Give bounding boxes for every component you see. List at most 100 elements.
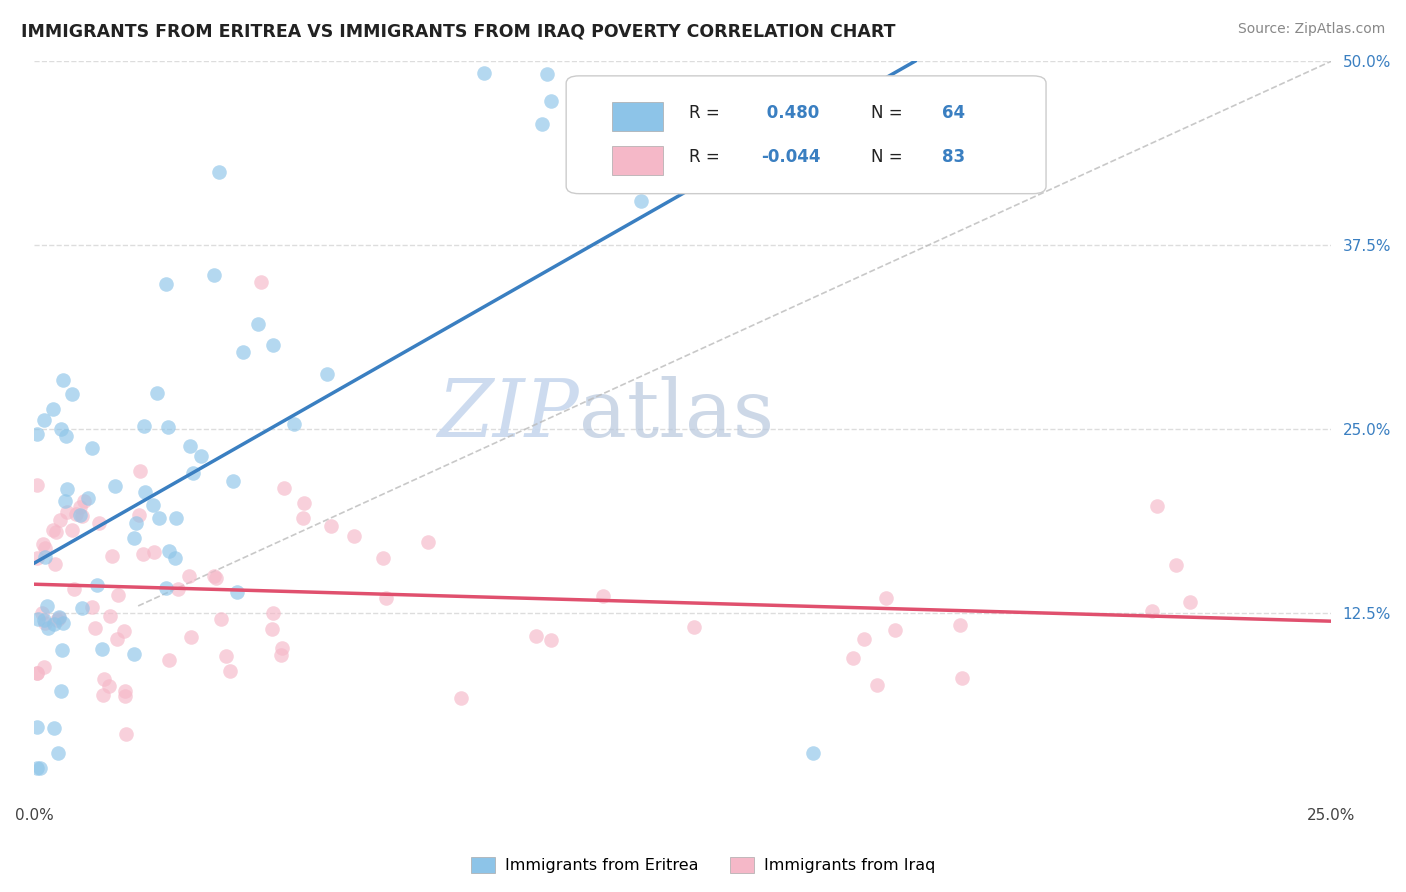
Point bbox=[342, 529, 364, 543]
Point bbox=[209, 612, 232, 626]
Text: 0.480: 0.480 bbox=[761, 103, 818, 121]
Point bbox=[82, 599, 104, 614]
Point bbox=[1146, 499, 1168, 513]
Point bbox=[262, 607, 284, 621]
Point bbox=[25, 665, 48, 680]
Point bbox=[165, 510, 187, 524]
Point bbox=[226, 584, 249, 599]
Text: ZIP: ZIP bbox=[437, 376, 579, 453]
Text: IMMIGRANTS FROM ERITREA VS IMMIGRANTS FROM IRAQ POVERTY CORRELATION CHART: IMMIGRANTS FROM ERITREA VS IMMIGRANTS FR… bbox=[21, 22, 896, 40]
Point bbox=[249, 275, 271, 289]
Point bbox=[142, 545, 165, 559]
Point bbox=[1142, 603, 1164, 617]
Point bbox=[46, 746, 69, 760]
Point bbox=[374, 591, 396, 605]
Point bbox=[42, 401, 65, 416]
Point bbox=[247, 317, 270, 331]
Point bbox=[1164, 558, 1187, 572]
Point bbox=[122, 648, 145, 662]
Point bbox=[32, 537, 55, 551]
Point bbox=[148, 511, 170, 525]
FancyBboxPatch shape bbox=[567, 76, 1046, 194]
Point bbox=[163, 551, 186, 566]
Point bbox=[63, 582, 86, 596]
Point bbox=[70, 509, 93, 524]
Point bbox=[31, 606, 53, 620]
Point bbox=[70, 601, 93, 615]
Point bbox=[65, 507, 87, 521]
Point bbox=[76, 491, 98, 506]
Point bbox=[156, 420, 179, 434]
Point bbox=[105, 632, 128, 647]
Point bbox=[373, 551, 395, 566]
Point bbox=[450, 690, 472, 705]
Point bbox=[262, 338, 284, 352]
Point bbox=[208, 165, 231, 179]
Point bbox=[37, 599, 59, 613]
Point bbox=[273, 481, 295, 495]
Point bbox=[101, 549, 124, 563]
Point bbox=[55, 429, 77, 443]
Point bbox=[292, 496, 315, 510]
Point bbox=[98, 609, 121, 624]
Legend: Immigrants from Eritrea, Immigrants from Iraq: Immigrants from Eritrea, Immigrants from… bbox=[464, 850, 942, 880]
Point bbox=[97, 679, 120, 693]
Point bbox=[853, 632, 876, 646]
Bar bbox=[612, 102, 664, 131]
Point bbox=[112, 624, 135, 639]
Point bbox=[167, 582, 190, 597]
Point bbox=[142, 498, 165, 512]
Point bbox=[950, 672, 973, 686]
Point bbox=[114, 726, 136, 740]
Point bbox=[34, 615, 56, 630]
Point bbox=[530, 117, 553, 131]
Point bbox=[91, 642, 114, 657]
Point bbox=[592, 589, 614, 603]
Point bbox=[25, 477, 48, 491]
Point bbox=[202, 568, 225, 582]
Point bbox=[179, 569, 201, 583]
Point bbox=[155, 277, 177, 291]
Point bbox=[30, 761, 52, 775]
Point bbox=[232, 344, 254, 359]
Point bbox=[25, 665, 48, 680]
Point bbox=[540, 94, 562, 108]
Point bbox=[271, 640, 294, 655]
Point bbox=[37, 622, 59, 636]
Point bbox=[107, 588, 129, 602]
Text: N =: N = bbox=[870, 148, 908, 166]
Text: 83: 83 bbox=[942, 148, 966, 166]
Point bbox=[841, 651, 863, 665]
Point bbox=[49, 684, 72, 698]
Point bbox=[949, 617, 972, 632]
Point bbox=[27, 611, 49, 625]
Point bbox=[52, 616, 75, 631]
Point bbox=[69, 508, 91, 523]
Point bbox=[32, 614, 55, 628]
Point bbox=[270, 648, 292, 663]
Point bbox=[42, 523, 65, 537]
Point bbox=[48, 609, 70, 624]
Point bbox=[132, 547, 155, 561]
Point bbox=[145, 385, 167, 400]
Point bbox=[540, 632, 562, 647]
Point bbox=[418, 535, 440, 549]
Point bbox=[91, 688, 114, 702]
Point bbox=[128, 508, 150, 523]
Text: R =: R = bbox=[689, 103, 725, 121]
Point bbox=[316, 367, 339, 381]
Point bbox=[44, 557, 66, 571]
Point bbox=[202, 268, 225, 282]
Point bbox=[42, 616, 65, 631]
Point bbox=[25, 551, 48, 566]
Point bbox=[84, 621, 107, 635]
Point bbox=[34, 541, 56, 555]
Point bbox=[157, 653, 180, 667]
Point bbox=[215, 649, 238, 664]
Point bbox=[34, 549, 56, 564]
Point bbox=[56, 505, 79, 519]
Point bbox=[630, 194, 652, 208]
Point bbox=[27, 761, 49, 775]
Point bbox=[221, 475, 243, 489]
Text: N =: N = bbox=[870, 103, 908, 121]
